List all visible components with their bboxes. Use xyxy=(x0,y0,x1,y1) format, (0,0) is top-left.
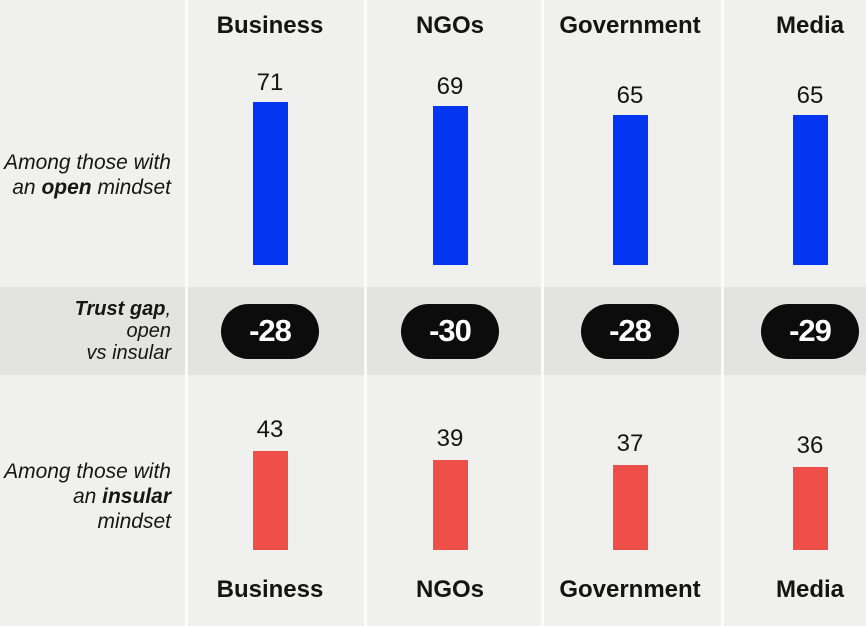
trust-gap-pill: -28 xyxy=(581,303,679,359)
bar-value-label: 69 xyxy=(436,73,464,100)
row-label-insular: Among those with an insular mindset xyxy=(0,375,180,626)
bar-value-label: 43 xyxy=(256,416,284,443)
bar-value-label: 65 xyxy=(616,82,644,109)
row-label-open-line1: Among those with xyxy=(4,151,171,174)
open-bar-government xyxy=(612,115,648,265)
column-divider xyxy=(541,0,544,626)
insular-cell-media: 36 Media xyxy=(720,375,866,626)
open-bar-ngos xyxy=(432,106,468,265)
trust-gap-pill: -30 xyxy=(401,303,499,359)
bar-value-label: 39 xyxy=(436,425,464,452)
gap-cell-government: -28 xyxy=(540,287,720,375)
open-bar-media xyxy=(792,115,828,265)
gap-cell-business: -28 xyxy=(180,287,360,375)
bar-value-label: 71 xyxy=(256,69,284,96)
trust-gap-pill: -29 xyxy=(761,303,859,359)
open-cell-ngos: NGOs 69 xyxy=(360,0,540,287)
gap-cell-ngos: -30 xyxy=(360,287,540,375)
row-label-open-line2: an open mindset xyxy=(12,176,171,199)
gap-cell-media: -29 xyxy=(720,287,866,375)
bar-value-label: 36 xyxy=(796,432,824,459)
column-header: Government xyxy=(559,12,701,39)
column-header: Business xyxy=(216,12,324,39)
row-label-insular-line1: Among those with xyxy=(4,460,171,483)
row-label-insular-line2: an insular mindset xyxy=(72,485,171,533)
trust-gap-label-line3: vs insular xyxy=(86,342,171,364)
column-divider xyxy=(721,0,724,626)
open-cell-business: Business 71 xyxy=(180,0,360,287)
bar-value-label: 37 xyxy=(616,430,644,457)
insular-bar-media xyxy=(792,467,828,550)
column-footer: Business xyxy=(216,576,324,603)
insular-cell-ngos: 39 NGOs xyxy=(360,375,540,626)
trust-gap-pill: -28 xyxy=(221,303,319,359)
trust-gap-label-line1: Trust gap, xyxy=(74,298,171,320)
open-bar-business xyxy=(252,102,288,265)
insular-cell-government: 37 Government xyxy=(540,375,720,626)
row-label-trust-gap: Trust gap, open vs insular xyxy=(0,287,180,375)
column-header: NGOs xyxy=(415,12,484,39)
insular-cell-business: 43 Business xyxy=(180,375,360,626)
column-footer: NGOs xyxy=(415,576,484,603)
row-label-open: Among those with an open mindset xyxy=(0,0,180,287)
column-footer: Government xyxy=(559,576,701,603)
column-header: Media xyxy=(775,12,844,39)
column-divider xyxy=(364,0,367,626)
bar-value-label: 65 xyxy=(796,82,824,109)
insular-bar-business xyxy=(252,451,288,550)
insular-bar-ngos xyxy=(432,460,468,550)
trust-gap-label-line2: open xyxy=(126,320,172,342)
column-footer: Media xyxy=(775,576,844,603)
column-divider xyxy=(185,0,188,626)
open-cell-media: Media 65 xyxy=(720,0,866,287)
insular-bar-government xyxy=(612,465,648,550)
open-cell-government: Government 65 xyxy=(540,0,720,287)
